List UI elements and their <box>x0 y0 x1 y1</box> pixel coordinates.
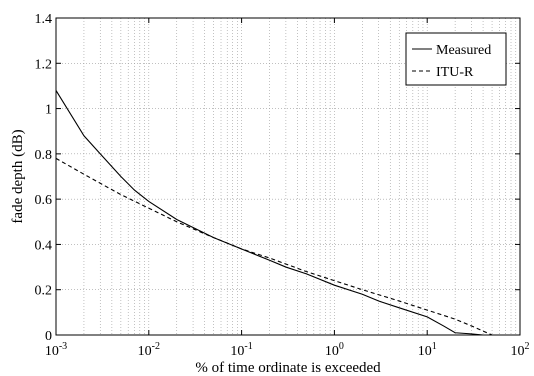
x-tick-label: 102 <box>511 341 530 359</box>
y-axis-label: fade depth (dB) <box>10 129 26 223</box>
series-line-measured <box>55 90 493 336</box>
x-axis-label: % of time ordinate is exceeded <box>195 360 381 376</box>
series-layer <box>55 90 493 336</box>
y-tick-label: 0.4 <box>35 238 53 253</box>
x-tick-label: 10-2 <box>138 341 160 359</box>
tick-marks <box>55 17 521 336</box>
grid-lines <box>56 18 520 335</box>
x-tick-label: 100 <box>325 341 344 359</box>
plot-frame <box>55 17 521 336</box>
tick-labels: 0 0.2 0.4 0.6 0.8 1 1.2 1.4 10-3 10-2 10-1 100 101 10… <box>35 12 530 359</box>
x-tick-label: 101 <box>418 341 437 359</box>
y-tick-label: 0.8 <box>35 148 53 163</box>
legend-label-measured: Measured <box>436 43 491 58</box>
legend-label-itu-r: ITU-R <box>436 65 474 80</box>
legend-box <box>405 32 507 86</box>
series-line-itu-r <box>55 157 493 336</box>
x-tick-label: 10-1 <box>230 341 252 359</box>
y-tick-label: 1.4 <box>35 12 53 27</box>
legend: Measured ITU-R <box>405 32 507 86</box>
y-tick-label: 0.6 <box>35 193 53 208</box>
y-tick-label: 0.2 <box>35 284 53 299</box>
x-tick-label: 10-3 <box>45 341 67 359</box>
y-tick-label: 1 <box>45 103 52 118</box>
y-tick-label: 1.2 <box>35 57 53 72</box>
y-tick-label: 0 <box>45 329 52 344</box>
